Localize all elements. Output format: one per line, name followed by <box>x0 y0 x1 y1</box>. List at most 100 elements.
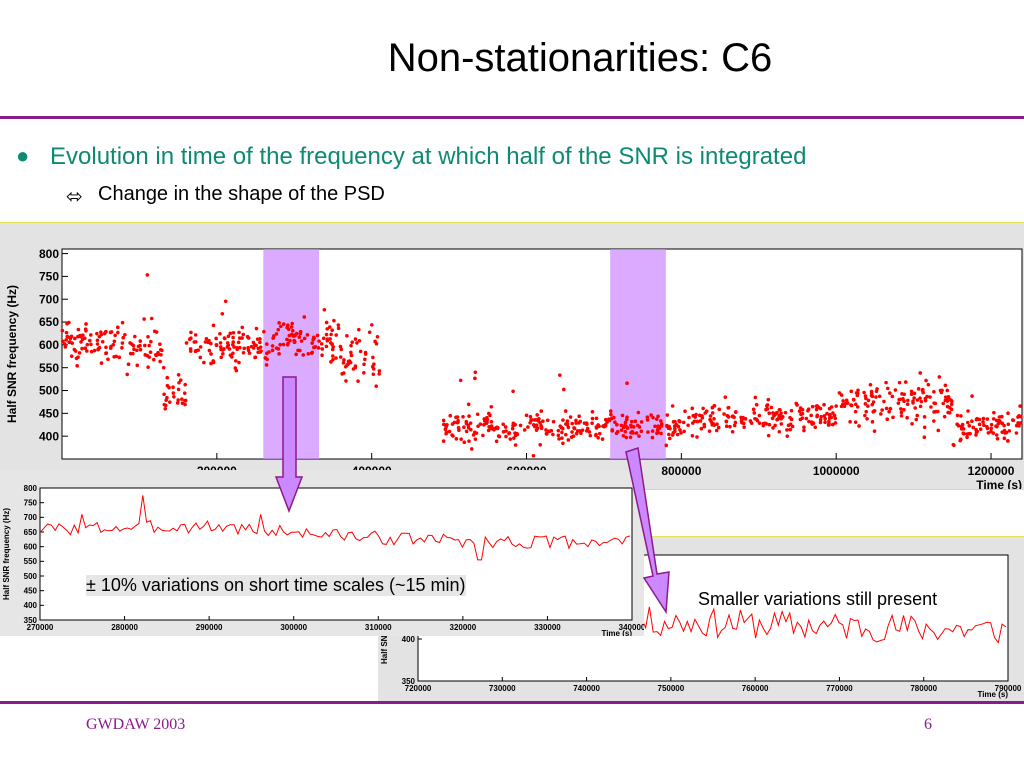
data-point <box>473 370 478 375</box>
data-point <box>278 324 283 329</box>
data-point <box>947 410 952 415</box>
data-point <box>933 401 938 406</box>
data-point <box>132 347 136 352</box>
data-point <box>615 422 619 427</box>
data-point <box>237 330 241 335</box>
data-point <box>207 338 211 343</box>
data-point <box>189 330 193 335</box>
data-point <box>254 326 259 331</box>
data-point <box>324 320 329 325</box>
data-point <box>936 428 941 433</box>
data-point <box>158 359 162 364</box>
data-point <box>209 352 213 356</box>
data-point <box>569 435 574 439</box>
data-point <box>142 317 146 321</box>
data-point <box>182 391 187 395</box>
data-point <box>918 396 922 400</box>
data-point <box>281 322 286 326</box>
data-point <box>628 435 633 440</box>
arrow-left-icon <box>274 376 304 514</box>
data-point <box>218 331 222 336</box>
data-point <box>912 391 917 396</box>
data-point <box>997 418 1002 423</box>
data-point <box>845 401 850 405</box>
data-point <box>870 420 875 424</box>
data-point <box>501 429 506 434</box>
y-tick-label: 600 <box>24 542 38 551</box>
data-point <box>565 419 570 423</box>
data-point <box>597 431 602 436</box>
data-point <box>830 422 835 427</box>
data-point <box>911 399 915 403</box>
data-point <box>682 429 686 434</box>
data-point <box>918 404 923 409</box>
data-point <box>349 353 354 358</box>
data-point <box>159 352 163 357</box>
data-point <box>1017 414 1021 418</box>
data-point <box>961 427 966 431</box>
data-point <box>533 418 537 422</box>
data-point <box>779 422 784 426</box>
data-point <box>121 335 126 340</box>
data-point <box>541 419 545 423</box>
data-point <box>772 412 777 417</box>
data-point <box>73 336 77 341</box>
data-point <box>158 342 162 346</box>
data-point <box>513 433 518 438</box>
data-point <box>943 398 948 403</box>
data-point <box>328 337 332 341</box>
data-point <box>294 331 299 336</box>
data-point <box>202 360 206 365</box>
data-point <box>374 384 379 388</box>
data-point <box>1002 436 1007 441</box>
data-point <box>890 394 895 399</box>
data-point <box>757 421 762 425</box>
data-point <box>247 351 252 355</box>
data-point <box>230 342 235 347</box>
x-axis-label: Time (s) <box>977 690 1008 699</box>
data-point <box>864 409 869 414</box>
data-point <box>809 413 813 418</box>
data-point <box>545 418 550 423</box>
x-tick-label: 330000 <box>534 623 561 632</box>
data-point <box>714 428 719 433</box>
data-point <box>513 422 518 427</box>
sub-bullet-text: Change in the shape of the PSD <box>98 183 385 205</box>
data-point <box>915 413 920 418</box>
data-point <box>87 338 92 343</box>
data-point <box>560 426 565 431</box>
data-point <box>328 341 333 345</box>
data-point <box>353 337 358 341</box>
data-point <box>925 394 929 399</box>
data-point <box>766 433 771 438</box>
data-point <box>302 336 307 341</box>
data-point <box>64 338 68 342</box>
data-point <box>234 359 238 363</box>
data-point <box>932 410 936 414</box>
data-point <box>863 413 867 418</box>
data-point <box>879 412 883 416</box>
data-point <box>977 422 982 427</box>
data-point <box>99 332 104 337</box>
data-point <box>83 327 88 332</box>
data-point <box>377 369 382 373</box>
data-point <box>623 429 628 434</box>
data-point <box>635 423 640 428</box>
data-point <box>732 423 737 428</box>
data-point <box>214 343 219 347</box>
data-point <box>565 423 570 427</box>
data-point <box>529 418 533 422</box>
data-point <box>724 424 729 429</box>
data-point <box>102 331 107 336</box>
data-point <box>534 428 539 432</box>
data-point <box>249 344 254 349</box>
data-point <box>691 413 696 418</box>
data-point <box>63 345 68 349</box>
data-point <box>789 408 794 413</box>
data-point <box>551 432 555 437</box>
data-point <box>482 423 486 427</box>
data-point <box>603 417 608 422</box>
data-point <box>971 425 976 430</box>
data-point <box>294 352 298 357</box>
data-point <box>370 323 374 327</box>
